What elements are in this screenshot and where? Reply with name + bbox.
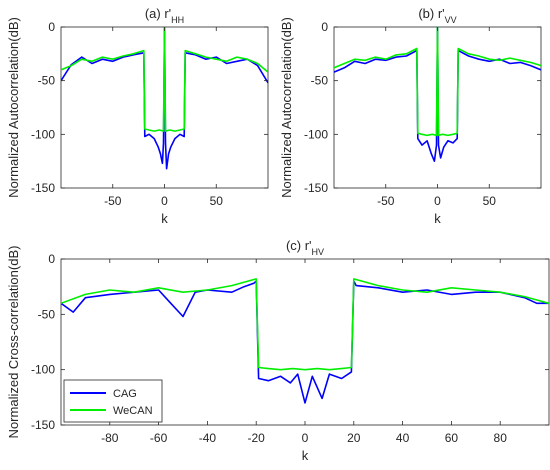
plot-a-ytick-label: -100 <box>31 127 55 141</box>
plot-b-ytick-label: 0 <box>321 20 328 34</box>
plot-b-ylabel: Normalized Autocorrelation(dB) <box>279 17 294 198</box>
legend-label-cag: CAG <box>113 388 137 400</box>
plot-a: -50 0 50 0 -50 -100 -150 (a) r'HH k Normalized Au… <box>6 6 269 226</box>
plot-c-ytick-label: 0 <box>48 252 55 266</box>
plot-b-series-cag <box>334 27 541 162</box>
plot-c-ytick-label: -100 <box>31 363 55 377</box>
plot-c-xtick-label: -60 <box>150 431 168 445</box>
plot-b-ytick-label: -50 <box>311 74 329 88</box>
plot-a-xtick-label: -50 <box>104 194 122 208</box>
plot-c-xtick-label: 20 <box>347 431 361 445</box>
plot-c-title: (c) r'HV <box>286 238 324 257</box>
plot-b-ytick-label: -150 <box>304 181 328 195</box>
plot-c-xtick-label: -20 <box>248 431 266 445</box>
plot-c-legend: CAG WeCAN <box>63 379 163 423</box>
plot-c-xtick-label: 0 <box>302 431 309 445</box>
legend-box <box>63 379 163 423</box>
plot-b-xtick-label: 50 <box>483 194 497 208</box>
plot-a-ylabel: Normalized Autocorrelation(dB) <box>6 17 21 198</box>
plot-b-ytick-label: -100 <box>304 127 328 141</box>
plot-b: -50 0 50 0 -50 -100 -150 (b) r'VV k Normalized Au… <box>279 6 542 226</box>
plot-a-ytick-label: -50 <box>38 74 56 88</box>
plot-c: -80 -60 -40 -20 0 20 40 60 80 0 -50 -100 -150 (c) r'H… <box>6 238 550 463</box>
plot-c-xtick-label: -80 <box>101 431 119 445</box>
plot-c-xtick-label: 40 <box>396 431 410 445</box>
plot-c-xtick-label: -40 <box>199 431 217 445</box>
plot-c-ytick-label: -150 <box>31 418 55 432</box>
plot-b-xlabel: k <box>434 211 441 226</box>
plot-c-xlabel: k <box>302 448 309 463</box>
plot-a-ytick-label: 0 <box>48 20 55 34</box>
plot-a-xtick-label: 50 <box>210 194 224 208</box>
plot-a-title: (a) r'HH <box>145 6 184 25</box>
plot-c-series-wecan <box>61 278 549 371</box>
plot-c-ylabel: Normalized Cross-correlation(dB) <box>6 246 21 439</box>
plot-b-xtick-label: -50 <box>377 194 395 208</box>
plot-a-ytick-label: -150 <box>31 181 55 195</box>
plot-a-series-wecan <box>61 27 268 132</box>
legend-label-wecan: WeCAN <box>113 405 153 417</box>
plot-a-xtick-label: 0 <box>161 194 168 208</box>
plot-a-xlabel: k <box>161 211 168 226</box>
plot-c-xtick-label: 60 <box>445 431 459 445</box>
plot-b-series-wecan <box>334 27 541 137</box>
plot-b-xtick-label: 0 <box>434 194 441 208</box>
plot-b-title: (b) r'VV <box>418 6 456 25</box>
plot-c-ytick-label: -50 <box>38 307 56 321</box>
plot-c-xtick-label: 80 <box>494 431 508 445</box>
